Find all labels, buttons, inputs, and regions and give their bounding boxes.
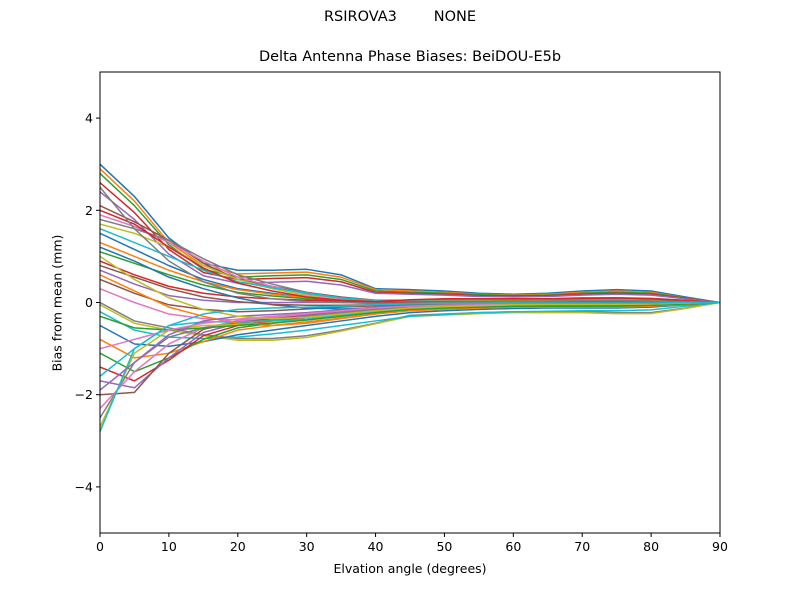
series-line-20 [100, 301, 720, 340]
x-tick-label: 40 [368, 539, 384, 554]
series-line-4 [100, 182, 720, 304]
series-line-38 [100, 186, 720, 305]
series-line-22 [100, 301, 720, 359]
series-line-30 [100, 301, 720, 432]
x-tick-label: 10 [161, 539, 177, 554]
x-tick-label: 20 [230, 539, 246, 554]
series-line-6 [100, 205, 720, 304]
y-axis-label: Bias from mean (mm) [49, 234, 65, 372]
series-line-28 [100, 301, 720, 419]
series-line-3 [100, 172, 720, 304]
ticks-layer: 0 10 20 30 40 50 60 70 80 90 −4 −2 0 2 4 [75, 111, 728, 554]
x-tick-label: 90 [712, 539, 728, 554]
figure-suptitle: RSIROVA3 NONE [323, 9, 477, 25]
x-tick-label: 80 [643, 539, 659, 554]
series-layer [100, 163, 720, 432]
series-line-29 [100, 301, 720, 428]
series-line-27 [100, 301, 720, 410]
y-tick-label: −2 [75, 387, 93, 402]
series-line-39 [100, 255, 720, 320]
x-axis-label: Elvation angle (degrees) [333, 561, 487, 576]
x-tick-label: 0 [96, 539, 104, 554]
y-tick-label: −4 [75, 479, 93, 494]
y-tick-label: 4 [85, 111, 93, 126]
series-line-5 [100, 191, 720, 304]
series-line-40 [100, 301, 720, 377]
series-line-18 [100, 301, 720, 340]
x-tick-label: 30 [299, 539, 315, 554]
y-tick-label: 2 [85, 203, 93, 218]
series-line-34 [100, 209, 720, 304]
x-tick-label: 60 [505, 539, 521, 554]
chart-title: Delta Antenna Phase Biases: BeiDOU-E5b [258, 49, 562, 65]
y-tick-label: 0 [85, 295, 93, 310]
x-tick-label: 50 [436, 539, 452, 554]
series-line-33 [100, 301, 720, 331]
x-tick-label: 70 [574, 539, 590, 554]
